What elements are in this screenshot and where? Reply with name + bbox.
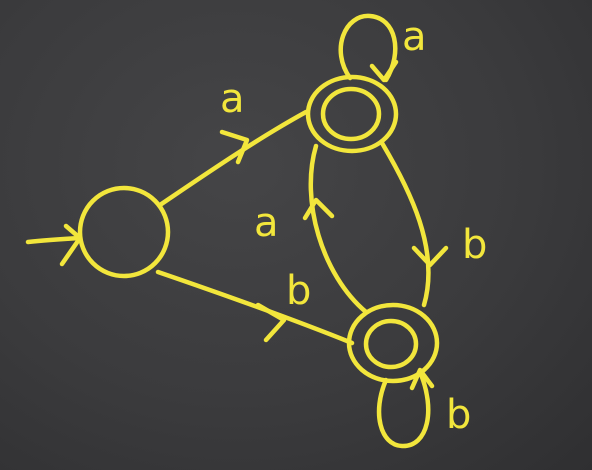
initial-arrow	[25, 223, 83, 267]
state-top	[305, 74, 399, 154]
transition-bottom-self-loop	[376, 367, 435, 449]
label-top-to-bottom: b	[462, 222, 487, 268]
transition-start-to-top	[157, 109, 309, 208]
state-bottom	[346, 302, 440, 384]
label-start-to-top: a	[220, 76, 245, 122]
label-bottom-self-loop: b	[446, 392, 471, 438]
state-start	[77, 185, 171, 279]
transition-start-to-bottom	[155, 269, 355, 346]
transition-bottom-to-top	[302, 143, 369, 315]
label-bottom-to-top: a	[254, 200, 279, 246]
transition-top-self-loop	[338, 13, 399, 83]
label-top-self-loop: a	[402, 14, 427, 60]
label-start-to-bottom: b	[286, 268, 311, 314]
transition-top-to-bottom	[379, 140, 449, 308]
